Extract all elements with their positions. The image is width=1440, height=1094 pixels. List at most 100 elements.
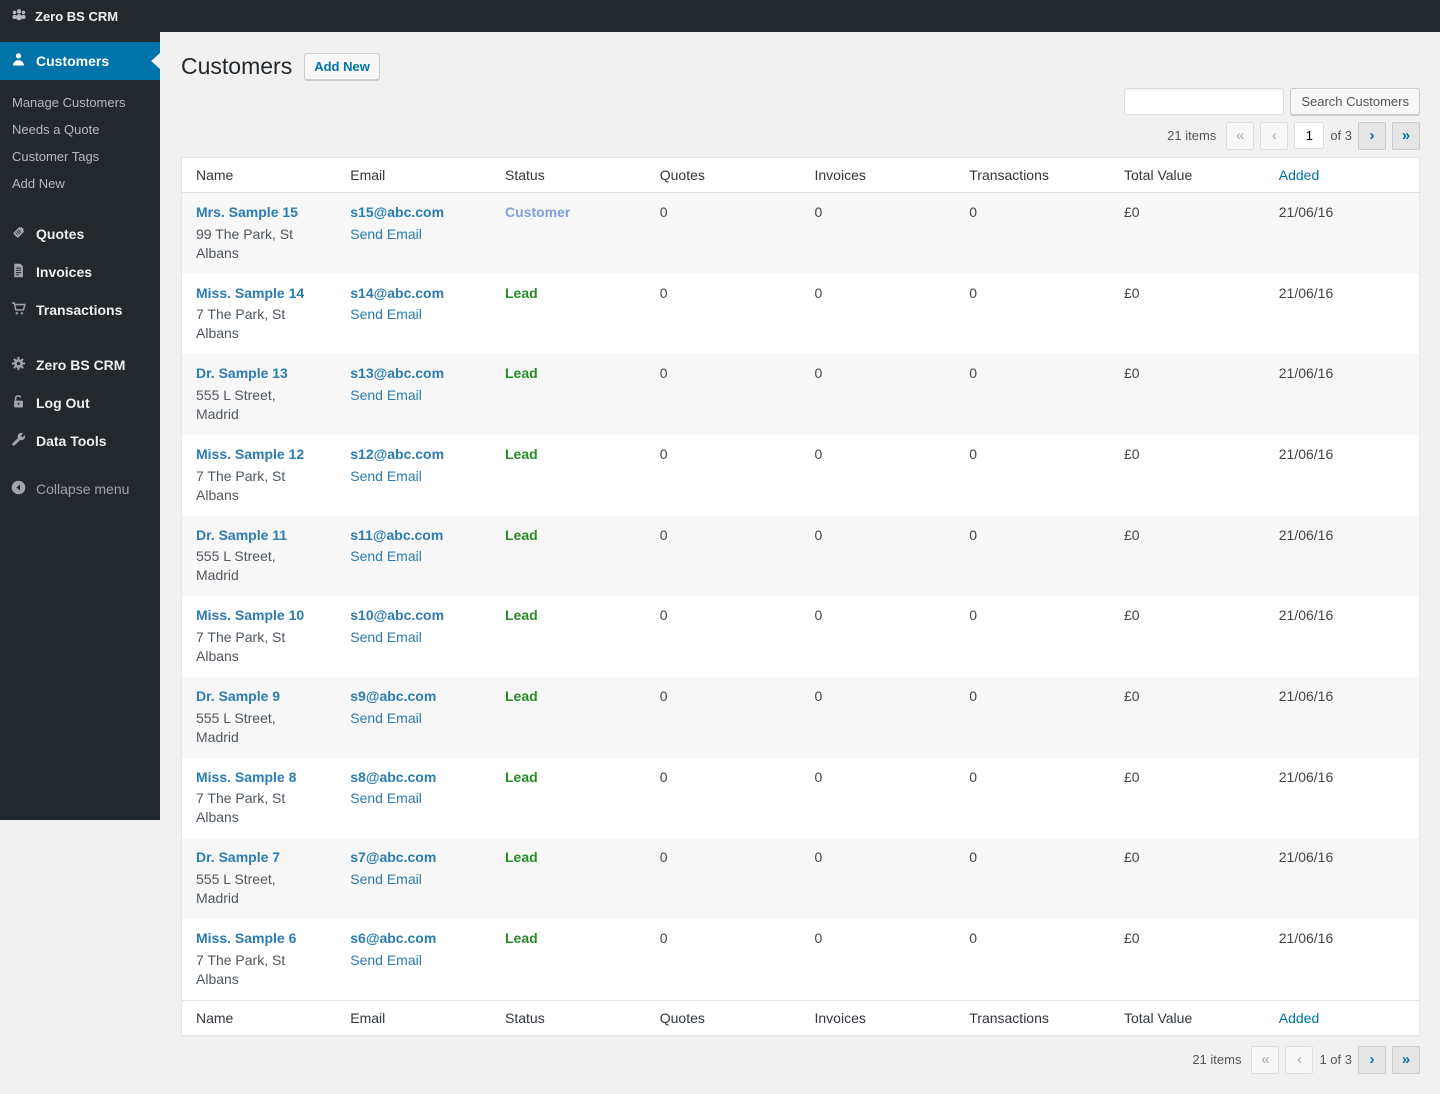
status-badge: Lead — [505, 849, 538, 865]
sidebar-subitem-needs-a-quote[interactable]: Needs a Quote — [0, 116, 160, 143]
send-email-link[interactable]: Send Email — [350, 706, 422, 728]
table-body: Mrs. Sample 15 99 The Park, St Albans s15@… — [182, 192, 1420, 1000]
current-page-input[interactable] — [1294, 122, 1324, 149]
sidebar-subitem-manage-customers[interactable]: Manage Customers — [0, 89, 160, 116]
send-email-link[interactable]: Send Email — [350, 625, 422, 647]
send-email-link[interactable]: Send Email — [350, 302, 422, 324]
transactions-count: 0 — [955, 354, 1110, 435]
sidebar-item-transactions[interactable]: Transactions — [0, 291, 160, 329]
customer-email-link[interactable]: s6@abc.com — [350, 930, 436, 946]
customer-name-link[interactable]: Miss. Sample 8 — [196, 769, 296, 785]
transactions-count: 0 — [955, 758, 1110, 839]
customer-name-link[interactable]: Miss. Sample 6 — [196, 930, 296, 946]
status-cell: Lead — [491, 919, 646, 1000]
send-email-link[interactable]: Send Email — [350, 222, 422, 244]
customer-name-link[interactable]: Miss. Sample 14 — [196, 285, 304, 301]
search-input[interactable] — [1124, 88, 1284, 115]
send-email-link[interactable]: Send Email — [350, 948, 422, 970]
customer-email-link[interactable]: s8@abc.com — [350, 769, 436, 785]
invoices-count: 0 — [801, 192, 956, 273]
prev-page-button[interactable]: ‹ — [1260, 122, 1288, 150]
customer-name-link[interactable]: Dr. Sample 13 — [196, 365, 288, 381]
quotes-count: 0 — [646, 516, 801, 597]
sidebar-item-label: Quotes — [36, 226, 84, 242]
status-cell: Customer — [491, 192, 646, 273]
customer-address: 555 L Street, Madrid — [196, 706, 322, 747]
sidebar-item-zero-bs-crm-settings[interactable]: Zero BS CRM — [0, 346, 160, 384]
sidebar-item-quotes[interactable]: Quotes — [0, 215, 160, 253]
customers-submenu: Manage Customers Needs a Quote Customer … — [0, 80, 160, 210]
added-date: 21/06/16 — [1265, 677, 1420, 758]
customer-email-link[interactable]: s9@abc.com — [350, 688, 436, 704]
search-customers-button[interactable]: Search Customers — [1290, 88, 1420, 115]
customer-name-link[interactable]: Dr. Sample 9 — [196, 688, 280, 704]
transactions-count: 0 — [955, 596, 1110, 677]
table-row: Dr. Sample 13 555 L Street, Madrid s13@abc… — [182, 354, 1420, 435]
column-header-name: Name — [182, 157, 337, 192]
column-header-added[interactable]: Added — [1265, 1000, 1420, 1035]
gear-icon — [10, 355, 27, 375]
sidebar-item-customers[interactable]: Customers — [0, 42, 160, 80]
invoices-count: 0 — [801, 838, 956, 919]
send-email-link[interactable]: Send Email — [350, 464, 422, 486]
customer-email-link[interactable]: s12@abc.com — [350, 446, 444, 462]
column-header-email: Email — [336, 1000, 491, 1035]
last-page-button[interactable]: » — [1392, 1046, 1420, 1074]
customer-email-link[interactable]: s15@abc.com — [350, 204, 444, 220]
column-header-status: Status — [491, 157, 646, 192]
customer-email-link[interactable]: s14@abc.com — [350, 285, 444, 301]
send-email-link[interactable]: Send Email — [350, 786, 422, 808]
customer-name-link[interactable]: Dr. Sample 7 — [196, 849, 280, 865]
customer-email-link[interactable]: s10@abc.com — [350, 607, 444, 623]
customer-email-link[interactable]: s11@abc.com — [350, 527, 443, 543]
send-email-link[interactable]: Send Email — [350, 867, 422, 889]
sidebar-subitem-add-new[interactable]: Add New — [0, 170, 160, 197]
next-page-button[interactable]: › — [1358, 1046, 1386, 1074]
sidebar-item-collapse-menu[interactable]: Collapse menu — [0, 470, 160, 508]
transactions-count: 0 — [955, 919, 1110, 1000]
sidebar-item-log-out[interactable]: Log Out — [0, 384, 160, 422]
status-badge: Lead — [505, 365, 538, 381]
first-page-button[interactable]: « — [1226, 122, 1254, 150]
sidebar-subitem-customer-tags[interactable]: Customer Tags — [0, 143, 160, 170]
customer-name-link[interactable]: Miss. Sample 10 — [196, 607, 304, 623]
total-pages-label: of 3 — [1330, 128, 1352, 143]
last-page-button[interactable]: » — [1392, 122, 1420, 150]
sidebar-item-data-tools[interactable]: Data Tools — [0, 422, 160, 460]
admin-bar-title: Zero BS CRM — [35, 9, 118, 24]
collapse-arrow-icon — [10, 479, 27, 499]
send-email-link[interactable]: Send Email — [350, 544, 422, 566]
add-new-button[interactable]: Add New — [304, 53, 380, 80]
name-cell: Dr. Sample 9 555 L Street, Madrid — [182, 677, 337, 758]
column-header-total-value: Total Value — [1110, 157, 1265, 192]
customer-name-link[interactable]: Mrs. Sample 15 — [196, 204, 298, 220]
total-value: £0 — [1110, 838, 1265, 919]
prev-page-button[interactable]: ‹ — [1285, 1046, 1313, 1074]
sidebar-item-invoices[interactable]: Invoices — [0, 253, 160, 291]
first-page-button[interactable]: « — [1251, 1046, 1279, 1074]
column-header-quotes: Quotes — [646, 1000, 801, 1035]
status-cell: Lead — [491, 274, 646, 355]
document-icon — [10, 262, 27, 282]
customer-address: 555 L Street, Madrid — [196, 383, 322, 424]
email-cell: s9@abc.com Send Email — [336, 677, 491, 758]
customer-address: 99 The Park, St Albans — [196, 222, 322, 263]
column-header-added[interactable]: Added — [1265, 157, 1420, 192]
next-page-button[interactable]: › — [1358, 122, 1386, 150]
send-email-link[interactable]: Send Email — [350, 383, 422, 405]
customer-email-link[interactable]: s7@abc.com — [350, 849, 436, 865]
added-date: 21/06/16 — [1265, 192, 1420, 273]
added-date: 21/06/16 — [1265, 596, 1420, 677]
customer-email-link[interactable]: s13@abc.com — [350, 365, 444, 381]
total-value: £0 — [1110, 758, 1265, 839]
invoices-count: 0 — [801, 677, 956, 758]
crm-logo[interactable]: Zero BS CRM — [0, 6, 128, 27]
customer-name-link[interactable]: Dr. Sample 11 — [196, 527, 287, 543]
customer-name-link[interactable]: Miss. Sample 12 — [196, 446, 304, 462]
